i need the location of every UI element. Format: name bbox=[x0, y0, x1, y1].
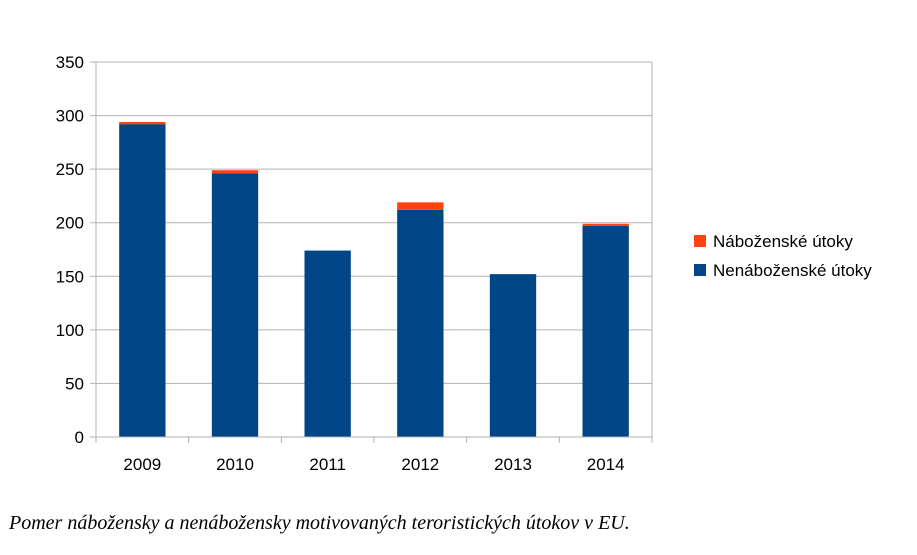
legend-swatch-religious bbox=[694, 235, 706, 247]
x-tick-label-2012: 2012 bbox=[401, 455, 439, 474]
y-tick-label-50: 50 bbox=[65, 374, 84, 393]
bar-2010-series-0 bbox=[211, 173, 259, 437]
legend: Náboženské útoky Nenáboženské útoky bbox=[694, 232, 872, 280]
bar-2009-series-0 bbox=[119, 124, 166, 438]
y-tick-labels: 0 50 100 150 200 250 300 350 bbox=[56, 53, 84, 447]
bar-2012-series-0 bbox=[397, 209, 444, 437]
bar-2013-series-0 bbox=[489, 274, 537, 437]
y-tick-label-200: 200 bbox=[56, 214, 84, 233]
legend-label-religious: Náboženské útoky bbox=[713, 232, 853, 251]
y-tick-label-150: 150 bbox=[56, 267, 84, 286]
figure-caption: Pomer nábožensky a nenábožensky motivova… bbox=[9, 512, 630, 534]
legend-swatch-nonreligious bbox=[694, 264, 706, 276]
y-tick-label-300: 300 bbox=[56, 107, 84, 126]
x-tick-label-2013: 2013 bbox=[494, 455, 532, 474]
legend-label-nonreligious: Nenáboženské útoky bbox=[713, 261, 872, 280]
x-tick-labels: 2009 2010 2011 2012 2013 2014 bbox=[123, 455, 624, 474]
x-tick-label-2010: 2010 bbox=[216, 455, 254, 474]
y-tick-label-350: 350 bbox=[56, 53, 84, 72]
gridlines bbox=[90, 61, 652, 438]
x-tick-label-2014: 2014 bbox=[587, 455, 625, 474]
bar-2014-series-0 bbox=[582, 225, 629, 437]
y-tick-label-250: 250 bbox=[56, 160, 84, 179]
x-tick-label-2011: 2011 bbox=[309, 455, 346, 474]
y-tick-label-0: 0 bbox=[75, 428, 84, 447]
bar-2012-series-1 bbox=[397, 202, 444, 210]
bar-2010-series-1 bbox=[211, 170, 259, 174]
y-tick-label-100: 100 bbox=[56, 321, 84, 340]
bars bbox=[119, 122, 629, 438]
x-tick-label-2009: 2009 bbox=[123, 455, 161, 474]
axes bbox=[90, 62, 653, 443]
bar-2014-series-1 bbox=[582, 223, 629, 226]
bar-2009-series-1 bbox=[119, 122, 166, 125]
bar-2011-series-0 bbox=[304, 250, 351, 437]
